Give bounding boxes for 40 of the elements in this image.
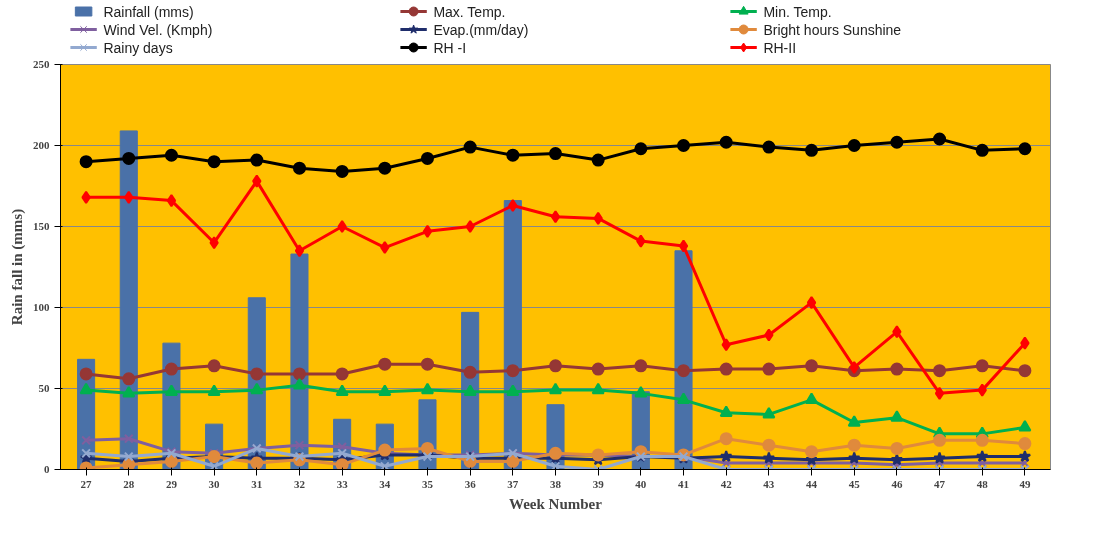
x-tick-label: 30: [208, 477, 221, 490]
x-tick-label: 43: [763, 477, 775, 490]
x-tick-label: 28: [123, 477, 135, 490]
x-tick-label: 31: [251, 477, 263, 490]
x-tick-label: 48: [976, 477, 989, 490]
legend-label: Max. Temp.: [433, 3, 506, 20]
x-tick-label: 42: [720, 477, 733, 490]
y-tick-label: 100: [33, 301, 50, 313]
y-tick-label: 50: [38, 382, 50, 394]
x-tick-label: 39: [592, 477, 605, 490]
x-tick-label: 38: [550, 477, 562, 490]
x-tick-label: 36: [464, 477, 477, 490]
x-tick-label: 45: [848, 477, 861, 490]
y-tick-label: 200: [33, 139, 50, 151]
x-tick-label: 32: [293, 477, 306, 490]
legend-label: Min. Temp.: [763, 3, 832, 20]
legend-label: Wind Vel. (Kmph): [103, 21, 213, 38]
x-tick-label: 37: [507, 477, 519, 490]
x-tick-label: 47: [934, 477, 946, 490]
legend-label: RH -I: [433, 39, 467, 56]
x-tick-label: 44: [806, 477, 818, 490]
x-tick-label: 40: [635, 477, 647, 490]
x-tick-label: 34: [379, 477, 391, 490]
x-axis-title: Week Number: [509, 495, 603, 512]
x-tick-label: 29: [165, 477, 178, 490]
y-tick-label: 150: [33, 220, 50, 232]
legend-label: Evap.(mm/day): [433, 21, 529, 38]
y-axis-title: Rain fall in (mms): [9, 208, 26, 326]
x-tick-label: 49: [1019, 477, 1031, 490]
legend-label: Rainy days: [103, 39, 173, 56]
x-tick-label: 35: [421, 477, 434, 490]
legend-label: RH-II: [763, 39, 797, 56]
x-tick-label: 33: [336, 477, 349, 490]
x-tick-label: 46: [891, 477, 903, 490]
y-tick-label: 0: [44, 463, 50, 475]
legend-label: Rainfall (mms): [103, 3, 194, 20]
y-tick-label: 250: [33, 58, 50, 70]
legend-label: Bright hours Sunshine: [763, 21, 902, 38]
x-tick-label: 27: [80, 477, 93, 490]
x-tick-label: 41: [678, 477, 690, 490]
